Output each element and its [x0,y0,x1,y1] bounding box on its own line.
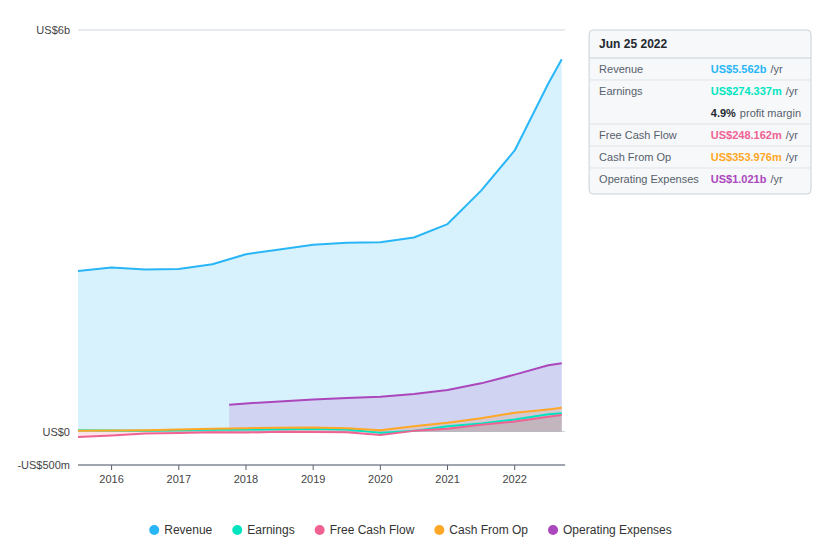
chart-svg: Jun 25 2022 Revenue US$5.562b/yr Earnings US… [0,0,821,560]
x-tick-label: 2019 [301,473,325,485]
chart-container: Jun 25 2022 Revenue US$5.562b/yr Earnings US… [0,0,821,560]
area-fills [78,59,562,437]
legend-label: Cash From Op [449,523,528,537]
x-tick-label: 2018 [234,473,258,485]
series-line [78,59,562,271]
tooltip-label: Earnings [599,85,643,97]
legend-swatch [315,525,325,535]
y-tick-label: US$6b [36,24,70,36]
legend-item: Operating Expenses [548,523,672,537]
legend-swatch [149,525,159,535]
tooltip-label: Operating Expenses [599,173,699,185]
legend-swatch [232,525,242,535]
series-line [78,408,562,431]
tooltip-unit: /yr [786,129,799,141]
tooltip-value: US$248.162m [711,129,782,141]
x-axis: 2016 2017 2018 2019 2020 2021 2022 [78,465,565,485]
grid-line [78,465,565,466]
legend-label: Operating Expenses [563,523,672,537]
x-tick [380,465,381,470]
legend-swatch [548,525,558,535]
legend-label: Earnings [247,523,294,537]
x-tick-label: 2016 [99,473,123,485]
x-tick-label: 2020 [368,473,392,485]
x-tick [178,465,179,470]
tooltip-unit: /yr [770,173,783,185]
y-tick-label: US$0 [42,426,70,438]
legend-label: Free Cash Flow [330,523,415,537]
legend-item: Cash From Op [434,523,528,537]
y-axis: -US$500m US$0 US$6b [17,24,565,471]
tooltip-divider [589,168,811,169]
tooltip-value: US$1.021b [711,173,767,185]
legend-swatch [434,525,444,535]
tooltip-unit: /yr [770,63,783,75]
tooltip-divider [589,80,811,81]
series-line [229,363,562,405]
tooltip-divider [589,146,811,147]
tooltip-value: US$274.337m [711,85,782,97]
tooltip-value: US$353.976m [711,151,782,163]
plot-area [78,59,562,437]
grid-line [78,30,565,31]
background [0,0,821,560]
tooltip-value: 4.9% [711,107,736,119]
x-tick [447,465,448,470]
y-tick-label: -US$500m [17,459,70,471]
x-tick [514,465,515,470]
x-tick-label: 2017 [167,473,191,485]
tooltip-unit: profit margin [740,107,801,119]
x-tick [313,465,314,470]
tooltip-divider [589,124,811,125]
tooltip: Jun 25 2022 Revenue US$5.562b/yr Earnings US… [589,30,811,194]
series-lines [78,59,562,437]
legend-label: Revenue [164,523,212,537]
legend-item: Free Cash Flow [315,523,415,537]
area-fill [78,59,562,431]
legend-item: Earnings [232,523,294,537]
tooltip-unit: /yr [786,85,799,97]
tooltip-label: Revenue [599,63,643,75]
x-tick [245,465,246,470]
tooltip-divider [589,58,811,59]
series-line [78,415,562,437]
x-axis-line [78,465,565,466]
tooltip-box [589,30,811,194]
tooltip-value: US$5.562b [711,63,767,75]
tooltip-unit: /yr [786,151,799,163]
legend-item: Revenue [149,523,212,537]
x-tick [111,465,112,470]
legend: Revenue Earnings Free Cash Flow Cash From O… [149,523,672,537]
tooltip-label: Cash From Op [599,151,671,163]
tooltip-label: Free Cash Flow [599,129,677,141]
x-tick-label: 2022 [502,473,526,485]
tooltip-title: Jun 25 2022 [599,37,667,51]
x-tick-label: 2021 [435,473,459,485]
